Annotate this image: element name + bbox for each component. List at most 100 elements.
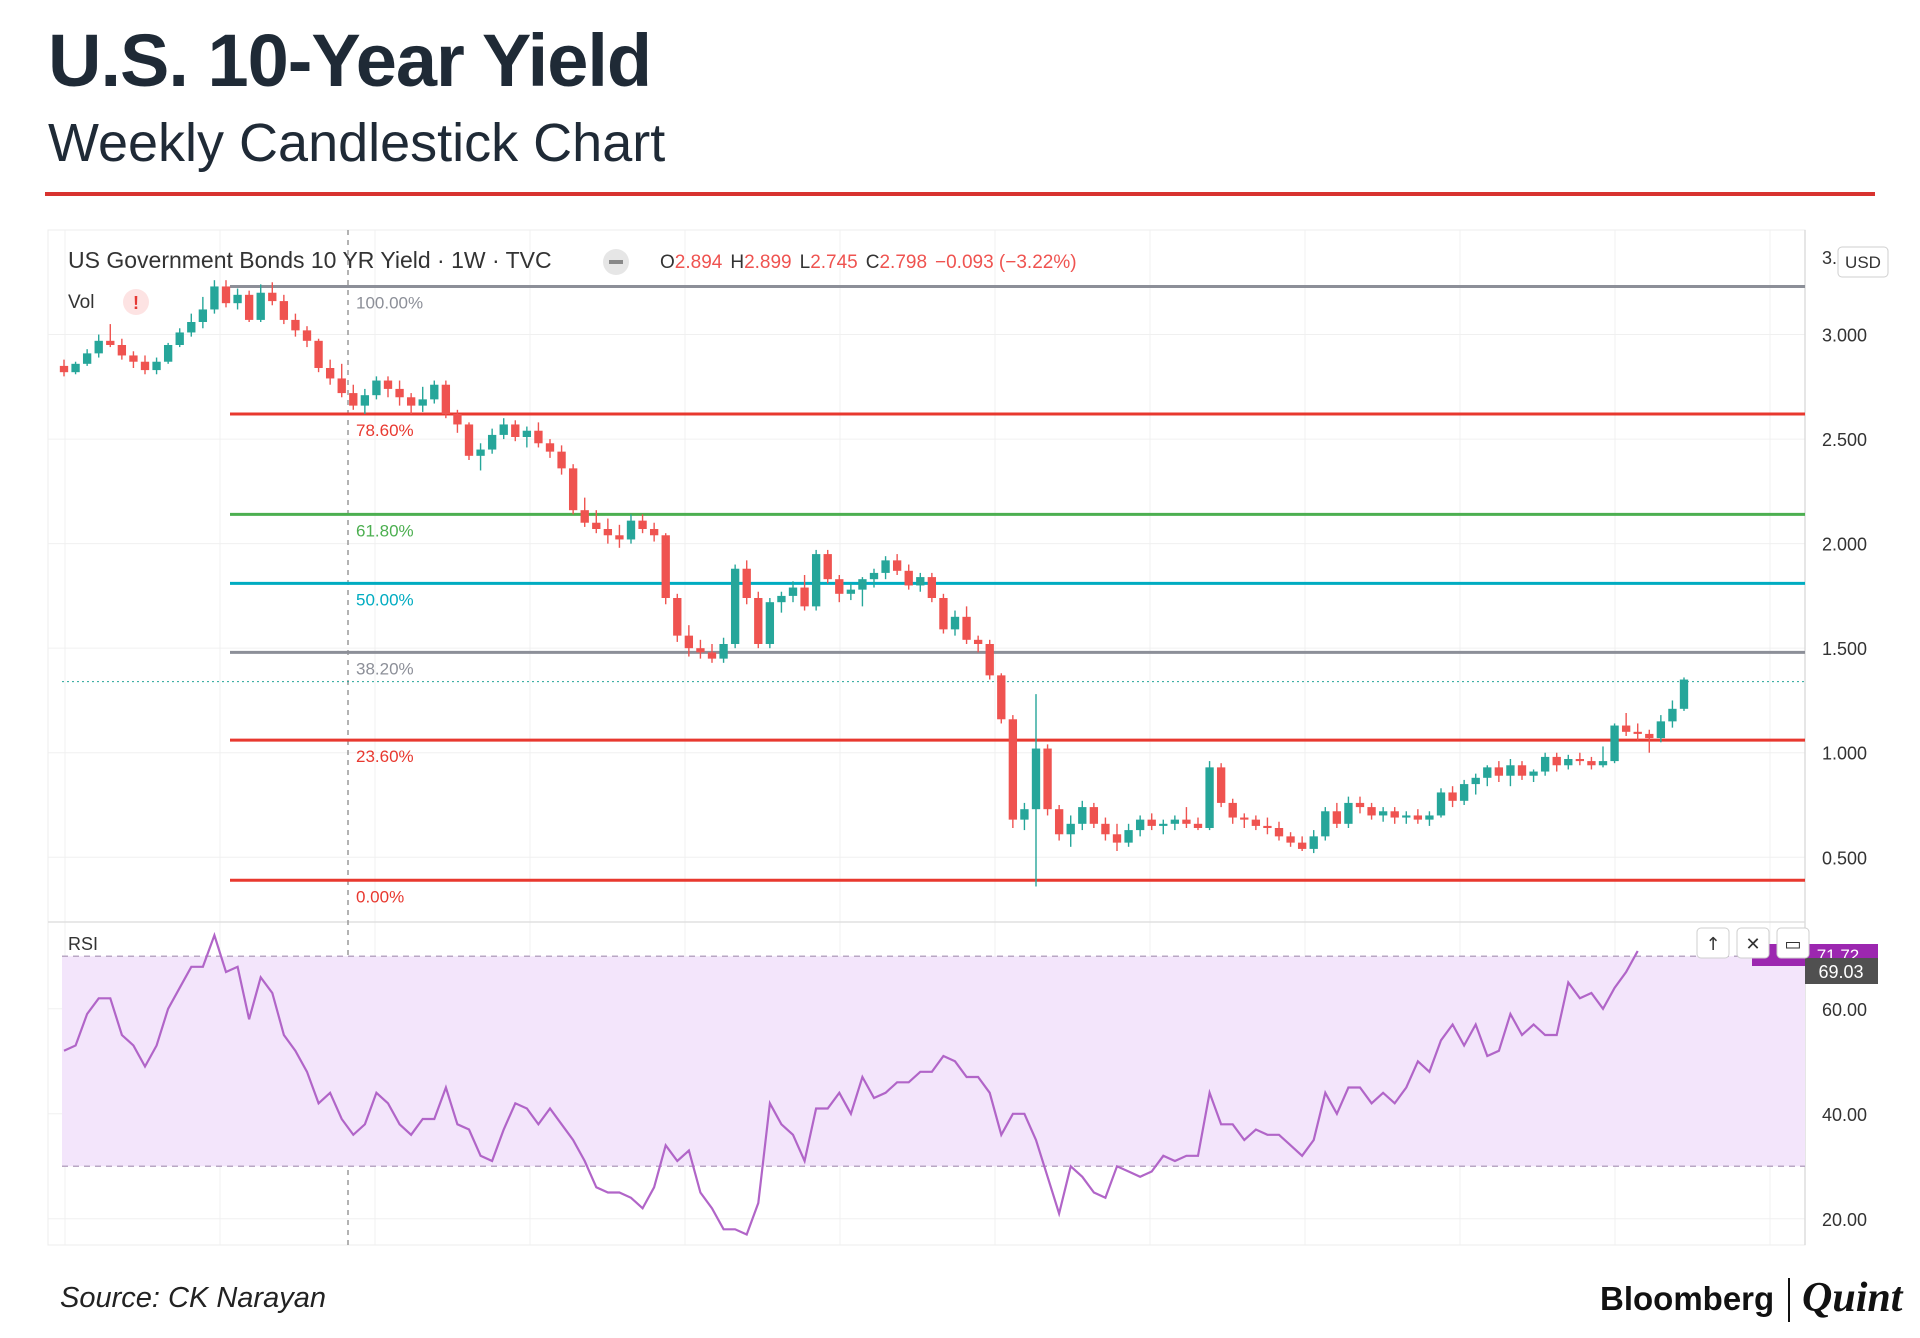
- rsi-control-button[interactable]: [1776, 927, 1810, 959]
- candle-body: [811, 554, 821, 607]
- candle-body: [916, 577, 925, 586]
- fib-label: 61.80%: [356, 521, 414, 540]
- candle-body: [1205, 767, 1214, 828]
- candle-body: [603, 529, 613, 536]
- candle-body: [349, 393, 358, 406]
- candle-body: [592, 522, 601, 529]
- ohlc-readout: O2.894 H2.899 L2.745 C2.798 −0.093 (−3.22%): [660, 252, 1077, 273]
- rsi-control-button[interactable]: [1736, 927, 1770, 959]
- candle-body: [1159, 823, 1168, 826]
- candle-body: [754, 598, 763, 644]
- candle-body: [1436, 792, 1446, 816]
- candle-body: [1043, 748, 1052, 810]
- fib-label: 38.20%: [356, 659, 414, 678]
- fib-label: 0.00%: [356, 887, 404, 906]
- candle-body: [1228, 802, 1237, 818]
- page-title: U.S. 10-Year Yield: [48, 19, 652, 102]
- candle-body: [696, 648, 705, 653]
- candle-body: [476, 449, 485, 456]
- candle-body: [1332, 811, 1342, 824]
- candle-body: [777, 595, 786, 603]
- candle-body: [1378, 811, 1388, 816]
- candle-body: [1031, 748, 1041, 810]
- price-tick-cut: 3.: [1822, 248, 1837, 268]
- warning-icon[interactable]: [123, 289, 149, 315]
- candle-body: [1598, 761, 1608, 766]
- close-value: 2.798: [879, 252, 927, 273]
- rsi-control-button[interactable]: [1696, 927, 1730, 959]
- price-tick-label: 1.000: [1822, 744, 1867, 764]
- candle-body: [94, 340, 103, 354]
- rsi-series: [63, 931, 1639, 1236]
- candle-body: [1008, 719, 1018, 820]
- candle-body: [719, 644, 728, 659]
- fib-label: 23.60%: [356, 747, 414, 766]
- candle-body: [291, 319, 300, 331]
- candle-body: [1135, 819, 1145, 831]
- candle-body: [1679, 679, 1689, 709]
- candle-body: [244, 294, 254, 320]
- candle-body: [71, 363, 80, 373]
- candle-body: [1413, 815, 1423, 820]
- candle-body: [1552, 756, 1561, 766]
- candles: [59, 280, 1689, 887]
- candle-body: [1170, 819, 1180, 824]
- candle-body: [788, 587, 798, 596]
- candle-body: [638, 520, 647, 529]
- candle-body: [950, 616, 960, 630]
- brand-separator: [1788, 1278, 1790, 1322]
- candle-body: [1564, 759, 1573, 766]
- candle-body: [395, 388, 404, 398]
- currency-label: USD: [1845, 253, 1881, 272]
- candle-body: [615, 535, 624, 540]
- candle-body: [418, 399, 427, 406]
- candle-body: [1367, 807, 1376, 816]
- candle-body: [430, 384, 439, 400]
- candle-body: [1645, 733, 1654, 739]
- rsi-label: RSI: [68, 934, 98, 954]
- candle-body: [1263, 825, 1272, 828]
- candle-body: [742, 568, 751, 598]
- brand-quint: Quint: [1802, 1275, 1903, 1321]
- candle-body: [1506, 765, 1515, 776]
- high-value: 2.899: [744, 252, 792, 273]
- rsi-line: [63, 931, 1639, 1236]
- candle-body: [268, 292, 277, 302]
- change-value: −0.093 (−3.22%): [935, 252, 1077, 273]
- candle-body: [730, 568, 740, 644]
- candle-body: [673, 598, 682, 636]
- candle-body: [152, 361, 161, 371]
- candle-body: [1286, 836, 1295, 843]
- low-label: L: [800, 252, 811, 273]
- candle-body: [557, 451, 566, 469]
- candle-body: [1448, 792, 1457, 801]
- symbol-label: US Government Bonds 10 YR Yield · 1W · T…: [68, 247, 552, 273]
- candle-body: [1390, 811, 1399, 818]
- candle-body: [985, 644, 994, 676]
- candle-body: [372, 380, 381, 396]
- price-tick-label: 3.000: [1822, 326, 1867, 346]
- rsi-control-icon: ▭: [1784, 934, 1801, 955]
- candle-body: [1517, 765, 1527, 776]
- candle-body: [522, 430, 532, 437]
- candle-body: [869, 572, 879, 580]
- candle-body: [325, 368, 335, 379]
- candle-body: [835, 579, 844, 594]
- candle-body: [1124, 830, 1133, 843]
- candle-body: [464, 424, 474, 456]
- title-divider: [45, 192, 1875, 196]
- candle-body: [221, 286, 231, 304]
- candle-body: [1355, 802, 1365, 808]
- candle-body: [1529, 771, 1538, 776]
- fib-label: 78.60%: [356, 421, 414, 440]
- candle-body: [661, 535, 670, 598]
- candle-body: [1309, 836, 1318, 849]
- candle-body: [117, 345, 127, 356]
- candle-body: [140, 361, 150, 371]
- close-label: C: [866, 252, 880, 273]
- low-value: 2.745: [810, 252, 858, 273]
- candle-body: [1459, 784, 1469, 801]
- candle-body: [1193, 823, 1203, 828]
- candle-body: [1471, 777, 1480, 785]
